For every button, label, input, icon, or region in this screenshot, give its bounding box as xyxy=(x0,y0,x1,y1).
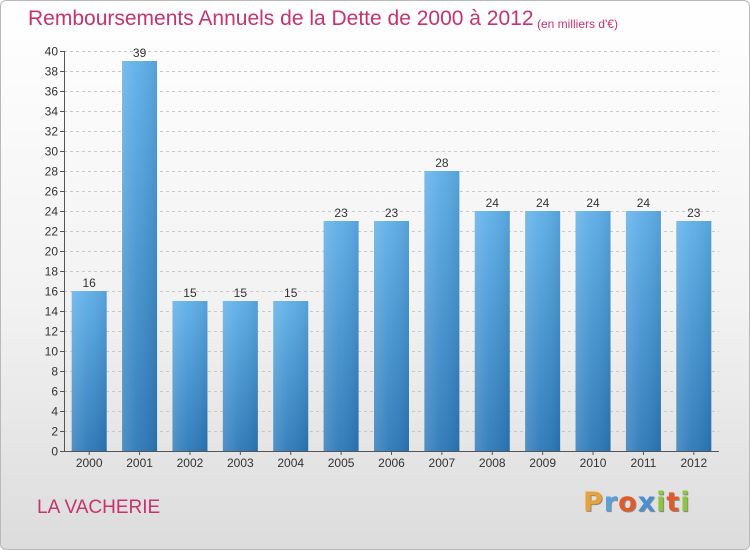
y-tick-label: 36 xyxy=(45,85,59,99)
logo-letter: P xyxy=(583,487,604,518)
y-tick-label: 16 xyxy=(45,285,59,299)
x-tick-label: 2001 xyxy=(126,456,153,470)
y-tick-label: 26 xyxy=(45,185,59,199)
y-tick-label: 28 xyxy=(45,165,59,179)
bar-shine xyxy=(172,301,208,451)
x-tick-label: 2007 xyxy=(429,456,456,470)
y-tick-label: 14 xyxy=(45,305,59,319)
x-tick-label: 2000 xyxy=(76,456,103,470)
logo-letter: r xyxy=(603,487,619,518)
logo-letter: i xyxy=(680,487,691,518)
x-tick-label: 2002 xyxy=(177,456,204,470)
bar-shine xyxy=(374,221,409,451)
commune-name: LA VACHERIE xyxy=(37,497,161,518)
data-label: 24 xyxy=(536,196,550,210)
bar-shine xyxy=(71,291,107,451)
data-label: 15 xyxy=(284,286,298,300)
y-tick-label: 38 xyxy=(45,65,59,79)
chart-title: Remboursements Annuels de la Dette de 20… xyxy=(28,7,534,30)
y-tick-label: 22 xyxy=(45,225,59,239)
x-tick-label: 2009 xyxy=(529,456,556,470)
bar-shine xyxy=(525,211,561,451)
x-tick-label: 2005 xyxy=(328,456,355,470)
logo-letter: i xyxy=(656,487,667,518)
logo-letter: o xyxy=(618,487,638,518)
y-tick-label: 18 xyxy=(45,265,59,279)
x-tick-label: 2004 xyxy=(277,456,304,470)
data-label: 15 xyxy=(183,286,197,300)
chart-subtitle: (en milliers d'€) xyxy=(537,17,618,31)
y-tick-label: 40 xyxy=(45,45,59,59)
bars xyxy=(71,61,712,451)
x-tick-label: 2011 xyxy=(631,456,657,470)
data-label: 16 xyxy=(83,276,97,290)
y-tick-label: 2 xyxy=(51,425,58,439)
y-tick-label: 20 xyxy=(45,245,59,259)
bar-shine xyxy=(575,211,611,451)
bar-shine xyxy=(625,211,661,451)
logo-letter: x xyxy=(637,487,657,518)
logo-letter: t xyxy=(666,487,681,518)
bar-shine xyxy=(676,221,712,451)
y-tick-label: 34 xyxy=(45,105,59,119)
x-tick-label: 2008 xyxy=(479,456,506,470)
y-tick-label: 24 xyxy=(45,205,59,219)
data-label: 24 xyxy=(486,196,500,210)
bar-shine xyxy=(474,211,510,451)
bar-shine xyxy=(323,221,359,451)
data-label: 23 xyxy=(687,206,701,220)
y-tick-label: 12 xyxy=(45,325,59,339)
y-tick-label: 6 xyxy=(51,385,58,399)
y-tick-label: 32 xyxy=(45,125,59,139)
proxiti-logo: Proxiti xyxy=(583,487,691,518)
bar-shine xyxy=(273,301,309,451)
axes: 0246810121416182022242628303234363840200… xyxy=(45,45,719,470)
data-label: 15 xyxy=(234,286,248,300)
data-label: 28 xyxy=(435,156,449,170)
data-label: 23 xyxy=(334,206,348,220)
data-label: 23 xyxy=(385,206,399,220)
y-tick-label: 8 xyxy=(51,365,58,379)
bar-shine xyxy=(424,171,460,451)
bar-shine xyxy=(222,301,258,451)
x-tick-label: 2012 xyxy=(680,456,707,470)
y-tick-label: 30 xyxy=(45,145,59,159)
data-label: 39 xyxy=(133,46,147,60)
x-tick-label: 2003 xyxy=(227,456,254,470)
x-tick-label: 2006 xyxy=(378,456,405,470)
data-label: 24 xyxy=(586,196,600,210)
y-tick-label: 4 xyxy=(51,405,58,419)
data-labels: 16 39 15 15 15 23 23 28 24 24 24 24 23 xyxy=(83,46,701,300)
y-tick-label: 10 xyxy=(45,345,59,359)
x-tick-label: 2010 xyxy=(580,456,607,470)
bar-shine xyxy=(122,61,158,451)
data-label: 24 xyxy=(637,196,651,210)
y-tick-label: 0 xyxy=(51,445,58,459)
